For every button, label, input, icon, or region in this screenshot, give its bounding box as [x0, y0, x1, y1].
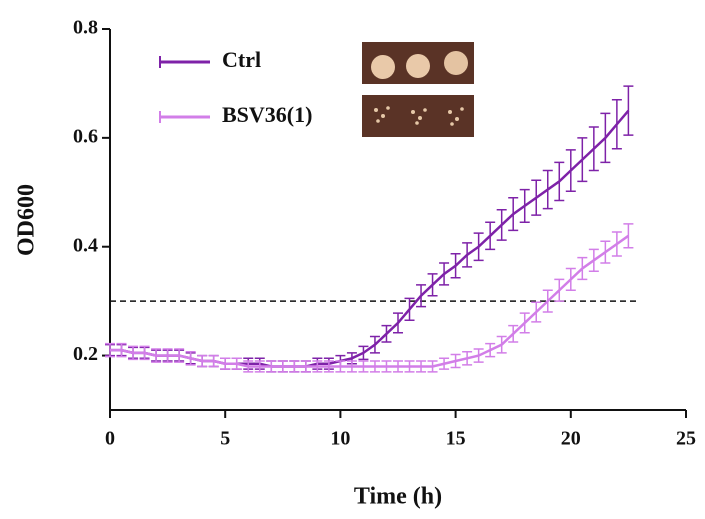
- y-tick-label: 0.6: [73, 125, 98, 147]
- y-tick-label: 0.2: [73, 343, 98, 365]
- y-tick-label: 0.8: [73, 17, 98, 39]
- y-axis-label: OD600: [14, 184, 40, 256]
- legend-label: BSV36(1): [222, 102, 312, 127]
- colony: [444, 51, 468, 75]
- x-tick-label: 25: [676, 428, 696, 450]
- error-bar: [623, 85, 634, 136]
- colony-images: [362, 42, 474, 137]
- x-tick-label: 5: [220, 428, 230, 450]
- x-tick-label: 0: [105, 428, 115, 450]
- colony: [406, 54, 430, 78]
- error-bar: [623, 223, 634, 249]
- x-tick-label: 10: [330, 428, 350, 450]
- series-line: [110, 234, 630, 368]
- x-tick-label: 15: [446, 428, 466, 450]
- colony-photo: [362, 95, 474, 137]
- x-tick-label: 20: [561, 428, 581, 450]
- legend-label: Ctrl: [222, 47, 261, 72]
- colony-dots: [374, 106, 464, 126]
- y-tick-label: 0.4: [73, 234, 98, 256]
- series-line: [110, 109, 630, 368]
- colony: [371, 55, 395, 79]
- x-axis-label: Time (h): [354, 484, 442, 510]
